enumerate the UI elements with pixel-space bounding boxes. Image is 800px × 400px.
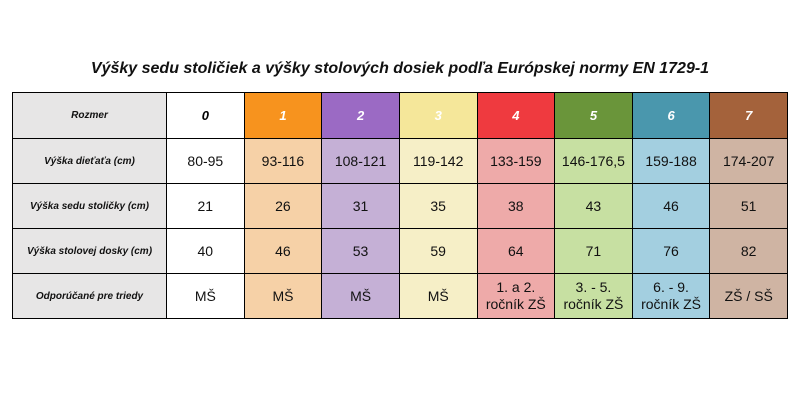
table-cell: 46 [631, 183, 711, 229]
row-label-desk-height: Výška stolovej dosky (cm) [12, 228, 167, 274]
table-row-child-height: Výška dieťaťa (cm) 80-95 93-116 108-121 … [12, 138, 788, 184]
table-header-row: Rozmer 0 1 2 3 4 5 6 7 [12, 92, 788, 139]
table-cell: 6. - 9. ročník ZŠ [631, 273, 711, 319]
table-cell: 59 [398, 228, 478, 274]
size-header-2: 2 [321, 92, 400, 139]
table-cell: 159-188 [631, 138, 711, 184]
table-cell: 53 [321, 228, 400, 274]
size-header-4: 4 [476, 92, 556, 139]
table-row-recommended-grades: Odporúčané pre triedy MŠ MŠ MŠ MŠ 1. a 2… [12, 273, 788, 319]
size-header-0: 0 [166, 92, 245, 139]
page-title: Výšky sedu stoličiek a výšky stolových d… [90, 60, 710, 77]
table-cell: ZŠ / SŠ [709, 273, 788, 319]
size-header-5: 5 [554, 92, 633, 139]
table-row-seat-height: Výška sedu stoličky (cm) 21 26 31 35 38 … [12, 183, 788, 229]
table-cell: 82 [709, 228, 788, 274]
size-header-7: 7 [709, 92, 788, 139]
table-cell: MŠ [398, 273, 478, 319]
size-table: Rozmer 0 1 2 3 4 5 6 7 Výška dieťaťa (cm… [12, 92, 788, 319]
table-cell: 38 [476, 183, 556, 229]
size-table-body: Rozmer 0 1 2 3 4 5 6 7 Výška dieťaťa (cm… [12, 92, 788, 319]
row-label-child-height: Výška dieťaťa (cm) [12, 138, 167, 184]
table-cell: 93-116 [243, 138, 323, 184]
table-cell: MŠ [321, 273, 400, 319]
table-cell: MŠ [243, 273, 323, 319]
table-cell: 133-159 [476, 138, 556, 184]
table-row-desk-height: Výška stolovej dosky (cm) 40 46 53 59 64… [12, 228, 788, 274]
table-cell: 3. - 5. ročník ZŠ [554, 273, 633, 319]
table-cell: 108-121 [321, 138, 400, 184]
table-cell: 43 [554, 183, 633, 229]
table-cell: 174-207 [709, 138, 788, 184]
table-cell: MŠ [166, 273, 245, 319]
row-label-seat-height: Výška sedu stoličky (cm) [12, 183, 167, 229]
size-header-6: 6 [631, 92, 711, 139]
table-cell: 1. a 2. ročník ZŠ [476, 273, 556, 319]
size-header-3: 3 [398, 92, 478, 139]
table-cell: 31 [321, 183, 400, 229]
size-header-1: 1 [243, 92, 323, 139]
header-label-cell: Rozmer [12, 92, 167, 139]
table-cell: 46 [243, 228, 323, 274]
table-cell: 119-142 [398, 138, 478, 184]
row-label-recommended-grades: Odporúčané pre triedy [12, 273, 167, 319]
table-cell: 26 [243, 183, 323, 229]
table-cell: 64 [476, 228, 556, 274]
table-cell: 40 [166, 228, 245, 274]
table-cell: 35 [398, 183, 478, 229]
table-cell: 80-95 [166, 138, 245, 184]
table-cell: 71 [554, 228, 633, 274]
table-cell: 21 [166, 183, 245, 229]
table-cell: 76 [631, 228, 711, 274]
table-cell: 146-176,5 [554, 138, 633, 184]
table-cell: 51 [709, 183, 788, 229]
